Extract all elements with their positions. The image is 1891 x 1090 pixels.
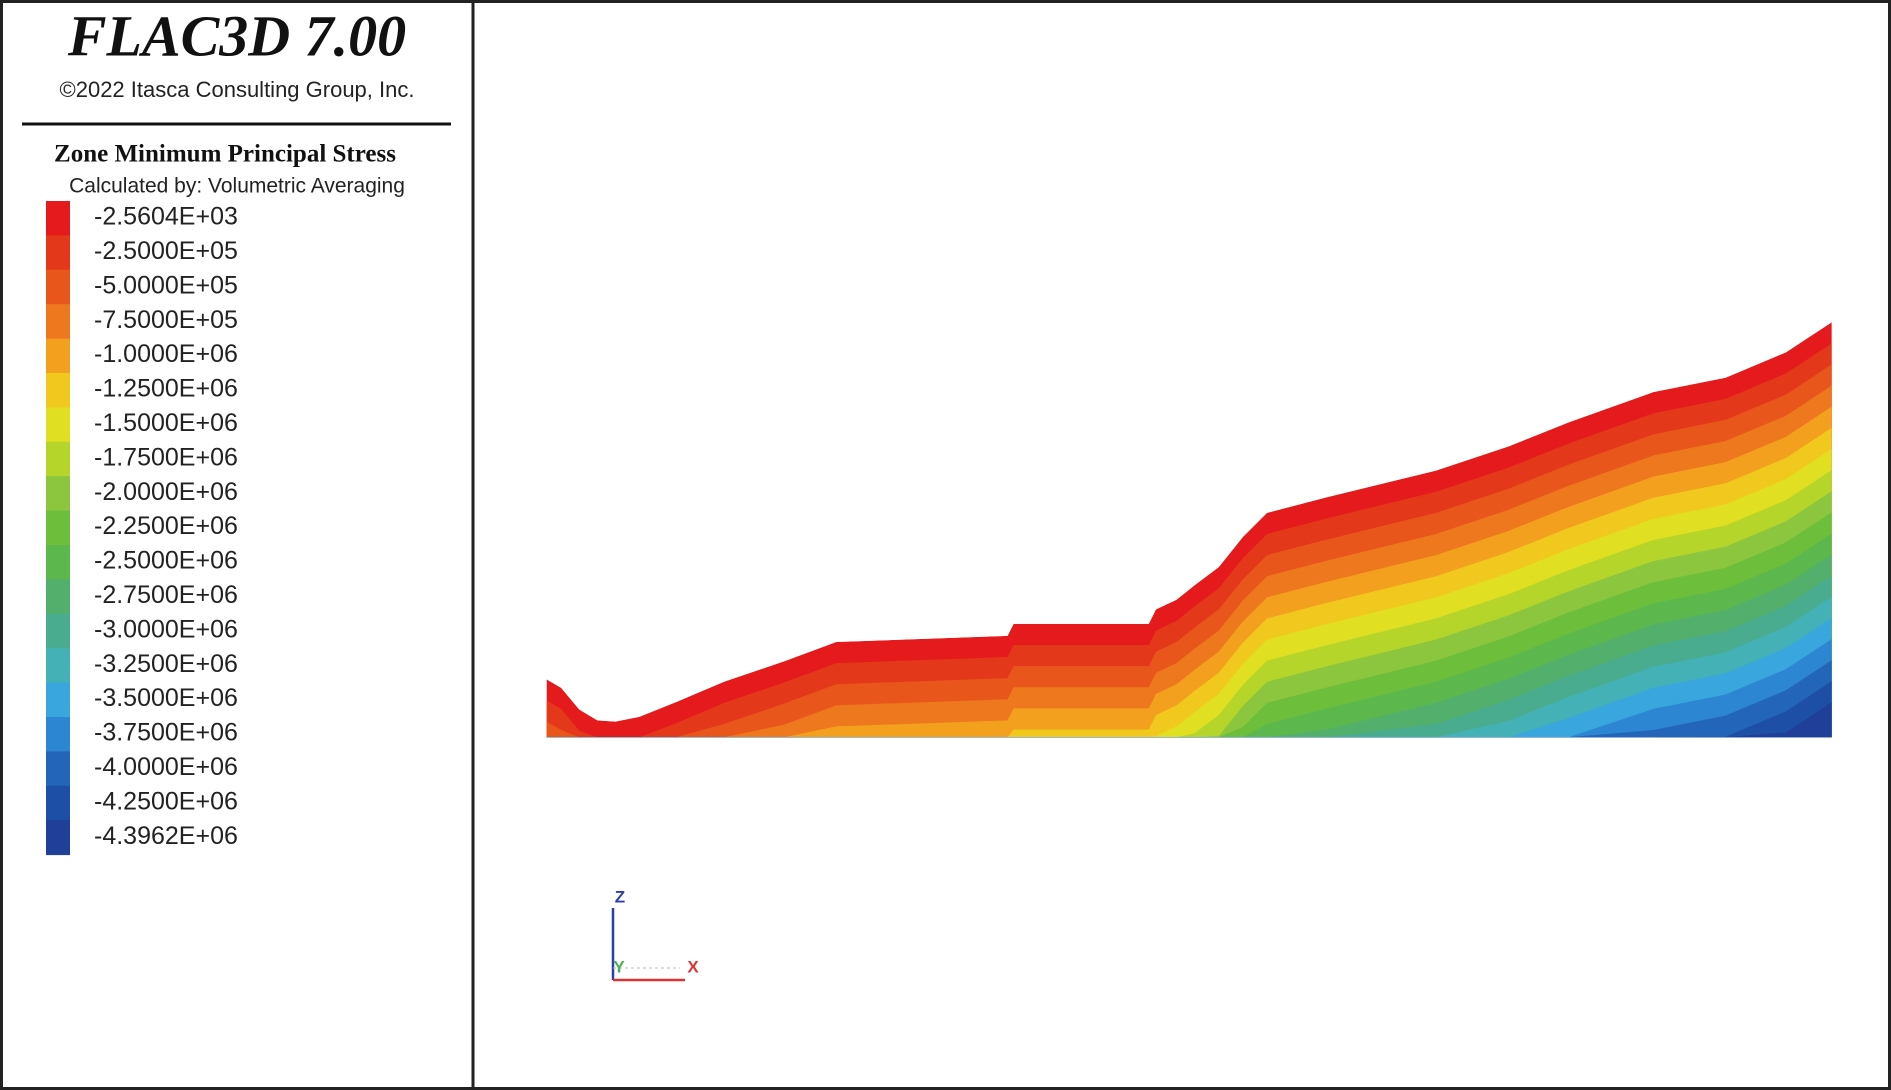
legend-label: -4.3962E+06 [94, 822, 238, 850]
contour-band [546, 575, 1832, 738]
legend-label: -3.5000E+06 [94, 684, 238, 712]
legend-label: -2.5000E+06 [94, 547, 238, 575]
legend-label: -5.0000E+05 [94, 271, 238, 299]
legend-swatch [46, 820, 70, 856]
legend: -2.5604E+03 -2.5000E+05 -5.0000E+05 -7.5000… [46, 201, 238, 856]
legend-label: -4.0000E+06 [94, 753, 238, 781]
legend-label: -2.2500E+06 [94, 512, 238, 540]
legend-swatch [46, 407, 70, 443]
legend-swatch [46, 613, 70, 649]
contour-band [546, 660, 1832, 738]
legend-label: -2.7500E+06 [94, 581, 238, 609]
contour-band [546, 554, 1832, 738]
axis-triad: Z Y X [611, 887, 699, 982]
legend-label: -1.7500E+06 [94, 443, 238, 471]
app-title: FLAC3D 7.00 [67, 3, 406, 68]
legend-swatch [46, 648, 70, 684]
legend-swatch [46, 785, 70, 821]
copyright: ©2022 Itasca Consulting Group, Inc. [60, 77, 415, 102]
legend-label: -1.5000E+06 [94, 409, 238, 437]
legend-swatch [46, 338, 70, 374]
legend-label: -3.0000E+06 [94, 615, 238, 643]
legend-swatch [46, 235, 70, 271]
legend-title: Zone Minimum Principal Stress [54, 141, 396, 168]
legend-swatch [46, 717, 70, 752]
legend-swatch [46, 201, 70, 236]
legend-swatch [46, 304, 70, 340]
legend-label: -2.5604E+03 [94, 203, 238, 231]
z-label: Z [615, 887, 625, 906]
legend-swatch [46, 545, 70, 580]
legend-swatch [46, 269, 70, 305]
legend-label: -1.2500E+06 [94, 375, 238, 403]
legend-swatch [46, 510, 70, 546]
legend-swatch [46, 751, 70, 787]
legend-label: -1.0000E+06 [94, 340, 238, 368]
legend-swatch [46, 476, 70, 512]
legend-swatch [46, 441, 70, 477]
legend-label: -2.0000E+06 [94, 478, 238, 506]
legend-label: -4.2500E+06 [94, 787, 238, 815]
legend-label: -2.5000E+05 [94, 237, 238, 265]
legend-subtitle: Calculated by: Volumetric Averaging [69, 175, 405, 198]
legend-label: -3.7500E+06 [94, 719, 238, 747]
contour-plot [546, 322, 1832, 738]
legend-swatch [46, 579, 70, 615]
x-label: X [687, 957, 699, 976]
legend-label: -7.5000E+05 [94, 306, 238, 334]
legend-label: -3.2500E+06 [94, 650, 238, 678]
legend-swatch [46, 373, 70, 408]
y-label: Y [613, 957, 625, 976]
legend-swatch [46, 682, 70, 718]
